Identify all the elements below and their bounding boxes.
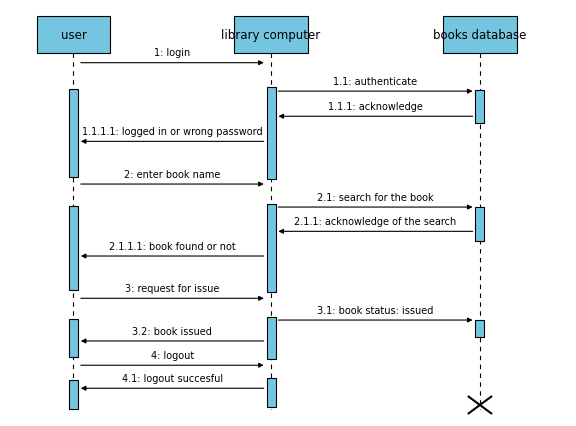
Bar	[475, 320, 484, 337]
Bar	[475, 91, 484, 124]
Bar	[69, 90, 78, 178]
Text: 1.1.1: acknowledge: 1.1.1: acknowledge	[328, 101, 423, 112]
Text: 4: logout: 4: logout	[151, 350, 194, 360]
Text: 3.1: book status: issued: 3.1: book status: issued	[317, 305, 434, 315]
Bar	[69, 380, 78, 409]
Bar	[444, 17, 517, 55]
Text: 1: login: 1: login	[154, 48, 191, 58]
Text: 2.1.1: acknowledge of the search: 2.1.1: acknowledge of the search	[294, 216, 457, 226]
Text: 4.1: logout succesful: 4.1: logout succesful	[122, 373, 223, 383]
Bar	[69, 207, 78, 290]
Bar	[267, 378, 275, 407]
Bar	[475, 207, 484, 241]
Bar	[267, 88, 275, 180]
Text: 2.1.1.1: book found or not: 2.1.1.1: book found or not	[109, 241, 236, 251]
Bar	[69, 320, 78, 357]
Text: user: user	[60, 29, 86, 42]
Text: 2.1: search for the book: 2.1: search for the book	[317, 192, 434, 202]
Text: 1.1.1.1: logged in or wrong password: 1.1.1.1: logged in or wrong password	[82, 127, 263, 137]
Bar	[37, 17, 110, 55]
Text: 3: request for issue: 3: request for issue	[125, 283, 219, 293]
Bar	[234, 17, 308, 55]
Text: 2: enter book name: 2: enter book name	[124, 169, 221, 179]
Text: library computer: library computer	[221, 29, 321, 42]
Bar	[267, 317, 275, 359]
Text: 3.2: book issued: 3.2: book issued	[132, 326, 212, 336]
Text: books database: books database	[433, 29, 526, 42]
Text: 1.1: authenticate: 1.1: authenticate	[334, 77, 418, 86]
Bar	[267, 204, 275, 292]
